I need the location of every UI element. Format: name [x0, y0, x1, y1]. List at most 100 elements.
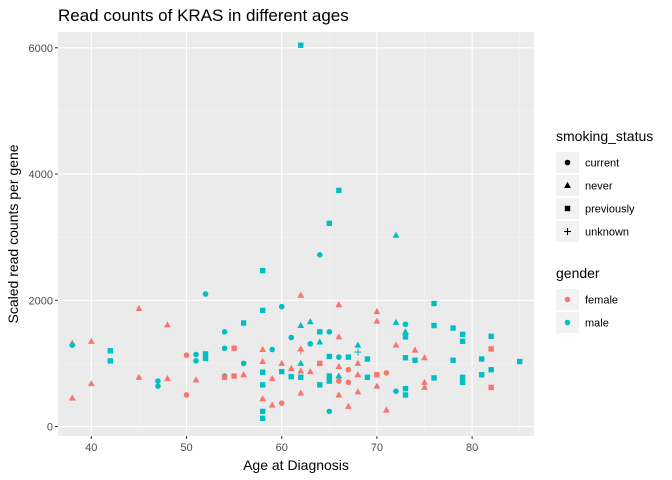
data-point-female-never — [68, 394, 76, 401]
x-tick-label: 60 — [276, 442, 288, 454]
x-tick-label: 80 — [466, 442, 478, 454]
data-point-male-previously — [488, 333, 494, 339]
legend-key-unknown — [564, 228, 571, 235]
data-point-male-previously — [345, 354, 352, 360]
data-point-male-previously — [364, 374, 371, 380]
data-point-male-never — [392, 318, 400, 325]
data-point-male-previously — [259, 382, 266, 388]
data-point-female-never — [421, 383, 428, 390]
data-point-female-never — [354, 359, 362, 366]
axes: 40 50 60 70 80 0 2000 4000 6000 — [29, 43, 479, 454]
data-point-female-never — [354, 371, 362, 378]
y-tick-label: 6000 — [29, 43, 53, 55]
data-point-female-never — [306, 368, 314, 375]
data-point-female-current — [383, 370, 390, 376]
data-point-male-current — [69, 342, 76, 348]
data-point-female-never — [335, 333, 343, 340]
data-point-male-previously — [298, 374, 304, 380]
data-point-male-previously — [259, 415, 266, 422]
x-tick-label: 50 — [180, 442, 192, 454]
data-point-male-never — [392, 231, 400, 238]
data-point-male-previously — [450, 325, 456, 331]
data-point-male-current — [240, 360, 247, 367]
data-point-female-never — [421, 378, 428, 385]
x-axis-title: Age at Diagnosis — [243, 457, 349, 473]
data-point-male-current — [393, 388, 399, 394]
data-point-male-previously — [107, 358, 114, 364]
legend-label-male: male — [585, 318, 609, 330]
data-point-male-current — [278, 303, 285, 310]
data-point-female-never — [297, 291, 305, 298]
data-point-female-never — [344, 402, 352, 409]
data-point-female-never — [373, 308, 381, 315]
data-point-male-previously — [459, 338, 466, 345]
legend-key-current — [564, 159, 571, 166]
data-point-male-current — [221, 345, 228, 352]
chart-title: Read counts of KRAS in different ages — [58, 6, 349, 25]
data-point-male-previously — [450, 357, 456, 363]
data-point-male-previously — [488, 367, 494, 373]
data-point-female-current — [336, 378, 342, 384]
data-point-female-never — [192, 376, 200, 383]
data-point-male-previously — [288, 373, 294, 380]
data-point-female-never — [259, 345, 267, 353]
data-point-female-never — [383, 406, 390, 413]
y-tick-label: 2000 — [29, 295, 53, 307]
data-point-male-current — [336, 354, 342, 360]
data-point-male-previously — [402, 355, 409, 361]
data-point-male-previously — [326, 378, 333, 384]
data-point-male-previously — [364, 356, 371, 362]
data-point-female-never — [87, 337, 95, 344]
data-point-male-previously — [279, 368, 285, 375]
data-point-female-never — [268, 374, 276, 382]
data-point-male-previously — [107, 348, 114, 354]
data-point-female-previously — [317, 360, 323, 367]
data-point-female-previously — [221, 374, 228, 380]
data-point-male-current — [326, 408, 333, 415]
data-point-female-never — [335, 301, 343, 308]
data-point-female-never — [135, 373, 143, 380]
data-point-male-previously — [412, 357, 418, 363]
data-point-male-previously — [402, 385, 409, 392]
data-point-female-previously — [488, 346, 494, 352]
data-point-male-current — [155, 378, 161, 384]
data-point-female-never — [135, 304, 143, 312]
legend-label-female: female — [585, 295, 618, 307]
data-points — [68, 42, 523, 422]
data-point-male-previously — [259, 408, 266, 415]
data-point-male-never — [297, 321, 305, 329]
data-point-male-never — [306, 318, 314, 325]
data-point-male-current — [317, 252, 323, 258]
data-point-male-previously — [517, 358, 523, 365]
data-point-male-current — [193, 351, 199, 358]
data-point-male-current — [202, 291, 209, 297]
legend-label-unknown: unknown — [585, 227, 629, 239]
data-point-female-current — [183, 352, 190, 359]
data-point-female-current — [345, 366, 352, 373]
data-point-male-previously — [431, 322, 437, 329]
data-point-female-previously — [488, 384, 494, 391]
data-point-male-current — [269, 346, 276, 353]
data-point-female-never — [335, 391, 343, 398]
legend-key-male — [564, 319, 571, 326]
data-point-male-never — [354, 341, 362, 348]
data-point-female-unknown — [297, 347, 305, 355]
data-point-female-never — [259, 395, 267, 402]
data-point-male-previously — [431, 300, 437, 307]
data-point-male-previously — [459, 379, 466, 386]
data-point-male-never — [335, 372, 343, 379]
data-point-male-previously — [240, 320, 247, 326]
data-point-female-never — [164, 374, 171, 382]
y-axis-title: Scaled read counts per gene — [5, 144, 21, 323]
data-point-female-never — [421, 354, 428, 361]
legend-key-previously — [564, 205, 571, 212]
data-point-female-never — [287, 364, 295, 371]
x-tick-label: 70 — [371, 442, 383, 454]
data-point-female-never — [87, 380, 95, 387]
data-point-female-never — [240, 371, 248, 378]
data-point-male-previously — [459, 374, 466, 380]
data-point-male-previously — [326, 220, 333, 226]
data-point-male-current — [193, 358, 199, 364]
